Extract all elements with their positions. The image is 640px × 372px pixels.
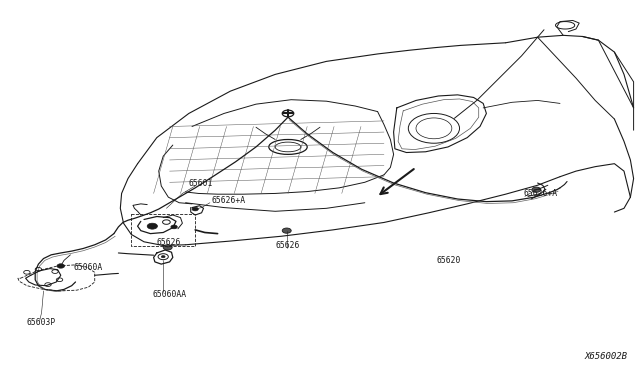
Text: 65603P: 65603P — [27, 318, 56, 327]
Text: 65060AA: 65060AA — [152, 290, 186, 299]
Text: 65626: 65626 — [275, 241, 300, 250]
Circle shape — [57, 264, 65, 268]
Text: 65626+A: 65626+A — [524, 189, 557, 198]
Text: 65626: 65626 — [157, 238, 181, 247]
Text: 65601: 65601 — [189, 179, 213, 187]
Text: X656002B: X656002B — [584, 352, 627, 361]
Circle shape — [532, 187, 541, 192]
Text: 65060A: 65060A — [74, 263, 103, 272]
Circle shape — [163, 245, 172, 250]
Circle shape — [161, 256, 165, 258]
Circle shape — [192, 207, 198, 211]
Circle shape — [282, 228, 291, 233]
Circle shape — [171, 225, 177, 229]
Text: 65626+A: 65626+A — [211, 196, 245, 205]
Text: 65620: 65620 — [436, 256, 461, 265]
Circle shape — [147, 223, 157, 229]
